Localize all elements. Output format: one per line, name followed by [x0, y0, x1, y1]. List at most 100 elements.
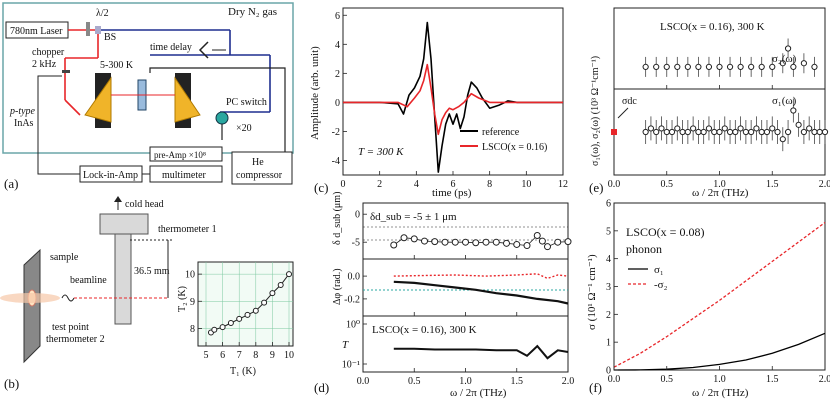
x20-label: ×20 [236, 123, 252, 134]
sigma1-label: σ₁(ω) [772, 95, 797, 107]
sigma1-point-32 [811, 128, 818, 136]
gas-enclosure [2, 2, 294, 154]
sigma1-point-14 [716, 128, 723, 136]
pulse-symbol [61, 294, 75, 302]
f-ytick-label-3: 3 [606, 282, 611, 293]
d-mid-ylabel: Δφ (rad.) [332, 268, 343, 305]
inset-points [207, 271, 292, 336]
f-xtick-label-3: 1.5 [766, 374, 779, 385]
panel-b-label: (b) [4, 376, 19, 391]
f-xtick-label-0: 0.0 [608, 374, 621, 385]
panel-e-xlabel: ω / 2π (THz) [692, 187, 749, 199]
sigma1-point-11 [700, 128, 707, 136]
dsub-point-18 [564, 238, 572, 246]
panel-f-ticks: 0.0 0.5 1.0 1.5 2.0 0 1 2 3 4 5 6 [606, 199, 830, 386]
half-wave-label: λ/2 [96, 8, 109, 19]
ref-wire [37, 75, 80, 175]
c-ytick-label-1: -2 [332, 127, 340, 138]
delay-retro [198, 41, 209, 59]
transmission-line [393, 344, 569, 360]
sigma1-point-31 [806, 125, 813, 132]
sigma1-point-33 [816, 128, 823, 136]
sigma1-point-34 [821, 128, 829, 136]
beam-splitter [95, 26, 101, 34]
series-line-0 [343, 21, 563, 173]
c-xtick-label-1: 2 [377, 179, 382, 190]
d-xtick-label-2: 1.0 [459, 376, 472, 387]
sigma1-point-18 [737, 125, 744, 132]
sigma1-point-17 [732, 128, 739, 136]
panel-e-label: (e) [589, 180, 603, 195]
d-top-ytick-label-1: -5 [352, 238, 360, 249]
sigma2-label: σ₂(ω) [772, 53, 797, 65]
d-top-annotation: δd_sub = -5 ± 1 μm [370, 211, 457, 223]
panel-c-annotation: T = 300 K [358, 146, 404, 158]
test-point-label: test point [52, 322, 89, 333]
sigma2-point-3 [674, 63, 681, 71]
d-xtick-label-0: 0.0 [357, 376, 370, 387]
dsub-point-5 [441, 238, 449, 246]
inset-point-9 [277, 282, 284, 288]
d-xtick-label-4: 2.0 [562, 376, 575, 387]
c-ytick-label-3: 2 [335, 69, 340, 80]
sigma1-point-10 [695, 128, 702, 136]
panel-e-frame [613, 7, 826, 176]
inset-point-2 [219, 324, 226, 331]
panel-d-mid-frame [362, 258, 569, 317]
inset-point-10 [286, 271, 292, 278]
inset-ylabel: T₂ (K) [177, 286, 188, 312]
panel-c-label: (c) [314, 180, 328, 195]
sample-label: sample [50, 252, 79, 263]
cold-line [149, 67, 286, 152]
c-ytick-label-2: 0 [335, 98, 340, 109]
sigma1-point-0 [642, 128, 649, 136]
sigma1-point-26 [779, 136, 786, 143]
sigma1-point-24 [769, 125, 776, 132]
dsub-point-9 [482, 238, 490, 246]
sigma2-point-12 [769, 63, 776, 71]
sigma2-point-8 [726, 63, 734, 71]
sigma2-point-16 [800, 60, 808, 67]
sigma2-curve [613, 221, 826, 368]
d-xtick-label-1: 0.5 [408, 376, 421, 387]
inset-ytick-label-2: 10 [185, 270, 195, 281]
e-xtick-label-3: 1.5 [766, 179, 779, 190]
c-xtick-label-4: 8 [487, 179, 492, 190]
legend-sigma1-text: σ₁ [654, 264, 664, 276]
legend-ref-text: reference [482, 127, 520, 138]
sigma2-point-17 [811, 63, 818, 71]
c-xtick-label-3: 6 [451, 179, 456, 190]
ptype-label: p-type [9, 106, 36, 117]
inset-point-5 [244, 311, 251, 318]
inset-point-6 [252, 307, 259, 314]
c-xtick-label-6: 12 [558, 179, 568, 190]
d-top-ylabel: δ d_sub (μm) [332, 192, 343, 245]
dsub-point-6 [451, 238, 459, 246]
sigma1-point-30 [800, 128, 808, 136]
panel-f-series [613, 221, 826, 371]
sigma1-point-28 [790, 107, 797, 114]
sigma1-point-23 [763, 128, 771, 136]
sigma1-point-4 [663, 128, 670, 136]
temp-range-label: 5-300 K [100, 60, 134, 71]
panel-e: 0.0 0.5 1.0 1.5 2.0 LSCO(x = 0.16), 300 K σ₂… [589, 7, 830, 199]
dsub-point-2 [410, 235, 418, 243]
panel-c-xlabel: time (ps) [432, 187, 472, 199]
inset-ytick-label-1: 9 [190, 297, 195, 308]
f-xtick-label-2: 1.0 [713, 374, 726, 385]
phase-line [393, 280, 569, 305]
sigma1-point-8 [684, 128, 691, 136]
sigma-dc-arrow [617, 107, 629, 119]
panel-a-label: (a) [4, 176, 18, 191]
chopper-freq: 2 kHz [32, 59, 57, 70]
panel-f-xlabel: ω / 2π (THz) [692, 387, 749, 399]
f-ytick-label-6: 6 [606, 199, 611, 210]
pc-switch [215, 111, 229, 125]
dsub-point-11 [503, 239, 510, 247]
mirror-right [174, 76, 201, 123]
dsub-point-14 [533, 231, 541, 239]
inset-ytick-label-0: 8 [190, 324, 195, 335]
half-wave-plate [86, 22, 90, 36]
